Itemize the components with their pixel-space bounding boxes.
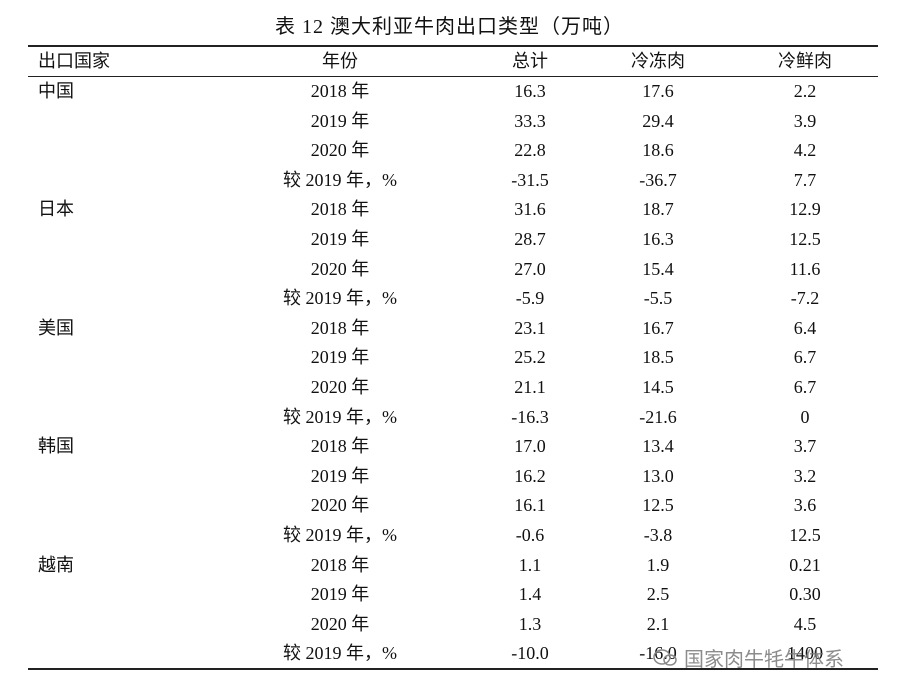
value-cell: -0.6 — [515, 525, 545, 545]
value-cell: -16.0 — [639, 643, 677, 664]
value-cell: -10.0 — [511, 643, 549, 664]
value-cell: 0.30 — [789, 584, 821, 605]
value-cell: 15.4 — [642, 258, 674, 279]
bottom-rule — [28, 668, 878, 670]
value-cell: 3.7 — [793, 436, 817, 457]
value-cell: 12.5 — [789, 229, 821, 249]
value-cell: 29.4 — [642, 110, 674, 131]
country-cell: 日本 — [38, 199, 74, 220]
year-cell: 较 2019 年，% — [283, 525, 397, 545]
value-cell: 16.3 — [642, 229, 674, 249]
value-cell: -5.5 — [643, 288, 673, 309]
value-cell: 33.3 — [514, 110, 546, 131]
value-cell: 6.7 — [793, 377, 817, 397]
year-cell: 2018 年 — [310, 199, 370, 220]
value-cell: 31.6 — [514, 199, 546, 220]
value-cell: 1.4 — [518, 584, 542, 605]
value-cell: 16.7 — [642, 317, 674, 338]
value-cell: 1.3 — [518, 613, 542, 634]
year-cell: 2018 年 — [310, 317, 370, 338]
year-cell: 较 2019 年，% — [283, 169, 397, 190]
country-cell: 中国 — [38, 81, 74, 101]
year-cell: 较 2019 年，% — [283, 406, 397, 427]
header-cell: 冷鲜肉 — [778, 51, 832, 71]
year-cell: 2018 年 — [310, 81, 370, 101]
value-cell: 23.1 — [514, 317, 546, 338]
value-cell: 22.8 — [514, 140, 546, 161]
value-cell: 0 — [800, 406, 810, 427]
header-cell: 冷冻肉 — [631, 51, 685, 71]
year-cell: 2020 年 — [310, 495, 370, 516]
year-cell: 2019 年 — [310, 584, 370, 605]
value-cell: -36.7 — [639, 169, 677, 190]
header-cell: 年份 — [322, 51, 358, 71]
year-cell: 较 2019 年，% — [283, 288, 397, 309]
value-cell: -5.9 — [515, 288, 545, 309]
value-cell: -16.3 — [511, 406, 549, 427]
value-cell: 21.1 — [514, 377, 546, 397]
watermark: 国家肉牛牦牛体系 — [652, 643, 844, 672]
value-cell: -21.6 — [639, 406, 677, 427]
value-cell: -31.5 — [511, 169, 549, 190]
value-cell: 12.5 — [789, 525, 821, 545]
value-cell: -3.8 — [643, 525, 673, 545]
value-cell: 12.9 — [789, 199, 821, 220]
value-cell: -7.2 — [790, 288, 820, 309]
value-cell: 18.7 — [642, 199, 674, 220]
value-cell: 4.5 — [793, 613, 817, 634]
value-cell: 6.7 — [793, 347, 817, 368]
value-cell: 3.9 — [793, 110, 817, 131]
value-cell: 2.2 — [793, 81, 817, 101]
year-cell: 2018 年 — [310, 554, 370, 575]
year-cell: 2020 年 — [310, 140, 370, 161]
value-cell: 18.5 — [642, 347, 674, 368]
country-cell: 美国 — [38, 317, 74, 338]
value-cell: 3.2 — [793, 465, 817, 486]
value-cell: 13.0 — [642, 465, 674, 486]
table-title: 表 12 澳大利亚牛肉出口类型（万吨） — [275, 16, 624, 38]
value-cell: 1.9 — [646, 554, 670, 575]
year-cell: 2018 年 — [310, 436, 370, 457]
value-cell: 27.0 — [514, 258, 546, 279]
value-cell: 17.6 — [642, 81, 674, 101]
value-cell: 6.4 — [793, 317, 817, 338]
year-cell: 2020 年 — [310, 258, 370, 279]
value-cell: 7.7 — [793, 169, 817, 190]
year-cell: 2020 年 — [310, 613, 370, 634]
year-cell: 2019 年 — [310, 110, 370, 131]
value-cell: 4.2 — [793, 140, 817, 161]
value-cell: 12.5 — [642, 495, 674, 516]
header-cell: 出口国家 — [38, 51, 110, 71]
year-cell: 2020 年 — [310, 377, 370, 397]
header-rule — [28, 76, 878, 77]
year-cell: 较 2019 年，% — [283, 643, 397, 664]
year-cell: 2019 年 — [310, 347, 370, 368]
value-cell: 13.4 — [642, 436, 674, 457]
value-cell: 11.6 — [789, 258, 821, 279]
value-cell: 2.5 — [646, 584, 670, 605]
value-cell: 25.2 — [514, 347, 546, 368]
watermark-text: 国家肉牛牦牛体系 — [684, 647, 844, 671]
year-cell: 2019 年 — [310, 465, 370, 486]
country-cell: 越南 — [38, 554, 74, 575]
value-cell: 16.2 — [514, 465, 546, 486]
header-cell: 总计 — [512, 51, 548, 71]
value-cell: 17.0 — [514, 436, 546, 457]
value-cell: 2.1 — [646, 613, 670, 634]
watermark-icon — [653, 648, 677, 666]
value-cell: 14.5 — [642, 377, 674, 397]
value-cell: 1.1 — [518, 554, 542, 575]
value-cell: 1400 — [787, 643, 823, 664]
value-cell: 28.7 — [514, 229, 546, 249]
top-rule — [28, 45, 878, 47]
country-cell: 韩国 — [38, 436, 74, 457]
value-cell: 16.1 — [514, 495, 546, 516]
value-cell: 16.3 — [514, 81, 546, 101]
value-cell: 0.21 — [789, 554, 821, 575]
value-cell: 3.6 — [793, 495, 817, 516]
value-cell: 18.6 — [642, 140, 674, 161]
year-cell: 2019 年 — [310, 229, 370, 249]
